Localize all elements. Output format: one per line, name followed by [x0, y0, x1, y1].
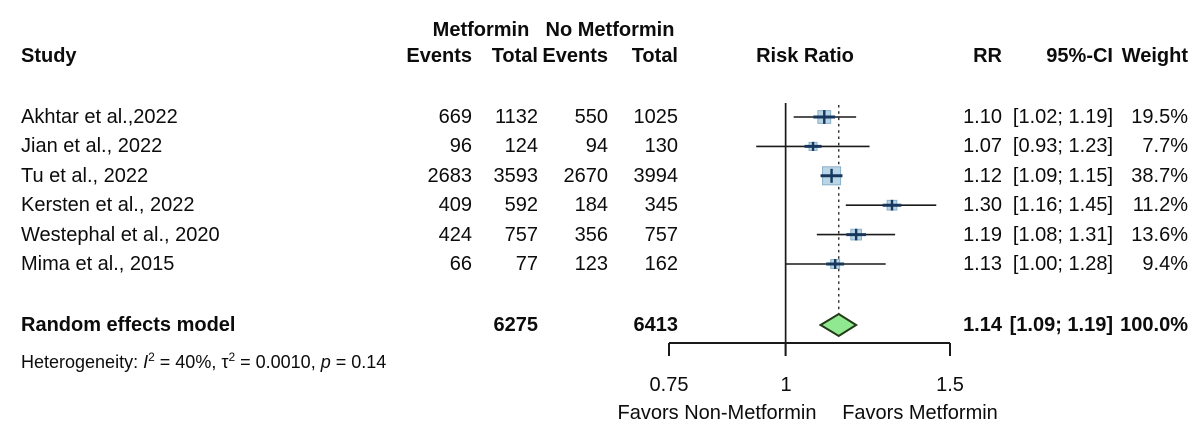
events-no-metformin: 123: [574, 253, 608, 275]
summary-rr-value: 1.14: [963, 314, 1002, 336]
het-p-symbol: p: [320, 352, 331, 372]
het-end: = 0.14: [330, 352, 387, 372]
total-no-metformin: 162: [644, 253, 678, 275]
events-metformin: 66: [449, 253, 472, 275]
events-no-metformin: 2670: [563, 165, 609, 187]
study-name: Kersten et al., 2022: [21, 194, 195, 216]
ci-value: [1.09; 1.15]: [1012, 165, 1113, 187]
col-header-events-no-metformin: Events: [542, 45, 608, 67]
events-no-metformin: 550: [574, 106, 608, 128]
het-i-symbol: I: [143, 352, 149, 372]
ci-value: [0.93; 1.23]: [1012, 135, 1113, 157]
events-metformin: 424: [438, 224, 472, 246]
total-no-metformin: 1025: [633, 106, 679, 128]
events-no-metformin: 356: [574, 224, 608, 246]
rr-value: 1.30: [963, 194, 1002, 216]
het-mid2: = 0.0010,: [235, 352, 321, 372]
het-mid1: = 40%, τ: [154, 352, 229, 372]
ci-value: [1.00; 1.28]: [1012, 253, 1113, 275]
study-name: Westephal et al., 2020: [21, 224, 220, 246]
favors-right-label: Favors Metformin: [842, 402, 998, 424]
weight-value: 7.7%: [1142, 135, 1188, 157]
events-no-metformin: 94: [585, 135, 608, 157]
total-metformin: 77: [515, 253, 538, 275]
study-name: Jian et al., 2022: [21, 135, 163, 157]
total-metformin: 1132: [494, 106, 538, 128]
col-header-rr: RR: [973, 45, 1002, 67]
events-metformin: 2683: [427, 165, 473, 187]
weight-value: 11.2%: [1132, 194, 1188, 216]
col-header-total-metformin: Total: [491, 45, 538, 67]
total-metformin: 124: [504, 135, 538, 157]
col-header-study: Study: [21, 45, 77, 67]
weight-value: 13.6%: [1131, 224, 1188, 246]
ci-value: [1.08; 1.31]: [1012, 224, 1113, 246]
rr-value: 1.07: [963, 135, 1002, 157]
rr-value: 1.10: [963, 106, 1002, 128]
study-name: Tu et al., 2022: [21, 165, 149, 187]
ci-value: [1.16; 1.45]: [1012, 194, 1113, 216]
ci-value: [1.02; 1.19]: [1012, 106, 1113, 128]
rr-value: 1.19: [963, 224, 1002, 246]
col-header-weight: Weight: [1121, 45, 1188, 67]
heterogeneity-text: Heterogeneity: I2 = 40%, τ2 = 0.0010, p …: [21, 345, 387, 372]
summary-label: Random effects model: [21, 314, 236, 336]
axis-tick-label-1: 1: [780, 374, 792, 396]
het-i-sup: 2: [148, 350, 155, 364]
total-metformin: 3593: [493, 165, 539, 187]
col-header-events-metformin: Events: [406, 45, 472, 67]
events-metformin: 96: [449, 135, 472, 157]
total-no-metformin: 757: [644, 224, 678, 246]
group-header-metformin: Metformin: [432, 19, 530, 41]
total-no-metformin: 130: [644, 135, 678, 157]
axis-tick-label-075: 0.75: [649, 374, 689, 396]
summary-total-metformin: 6275: [493, 314, 539, 336]
rr-value: 1.12: [963, 165, 1002, 187]
total-no-metformin: 345: [644, 194, 678, 216]
total-metformin: 757: [504, 224, 538, 246]
weight-value: 9.4%: [1142, 253, 1188, 275]
axis-tick-label-15: 1.5: [936, 374, 964, 396]
rr-value: 1.13: [963, 253, 1002, 275]
col-header-ci: 95%-CI: [1046, 45, 1113, 67]
weight-value: 38.7%: [1131, 165, 1188, 187]
group-header-no-metformin: No Metformin: [545, 19, 675, 41]
summary-weight-value: 100.0%: [1120, 314, 1188, 336]
het-prefix: Heterogeneity:: [21, 352, 144, 372]
events-metformin: 409: [438, 194, 472, 216]
events-no-metformin: 184: [574, 194, 608, 216]
summary-ci-value: [1.09; 1.19]: [1009, 314, 1113, 336]
favors-left-label: Favors Non-Metformin: [617, 402, 817, 424]
weight-value: 19.5%: [1131, 106, 1188, 128]
study-name: Akhtar et al.,2022: [21, 106, 178, 128]
col-header-risk-ratio: Risk Ratio: [756, 45, 854, 67]
study-name: Mima et al., 2015: [21, 253, 175, 275]
total-no-metformin: 3994: [633, 165, 679, 187]
col-header-total-no-metformin: Total: [631, 45, 678, 67]
summary-total-no-metformin: 6413: [633, 314, 679, 336]
total-metformin: 592: [504, 194, 538, 216]
events-metformin: 669: [438, 106, 472, 128]
het-tau-sup: 2: [228, 350, 236, 364]
